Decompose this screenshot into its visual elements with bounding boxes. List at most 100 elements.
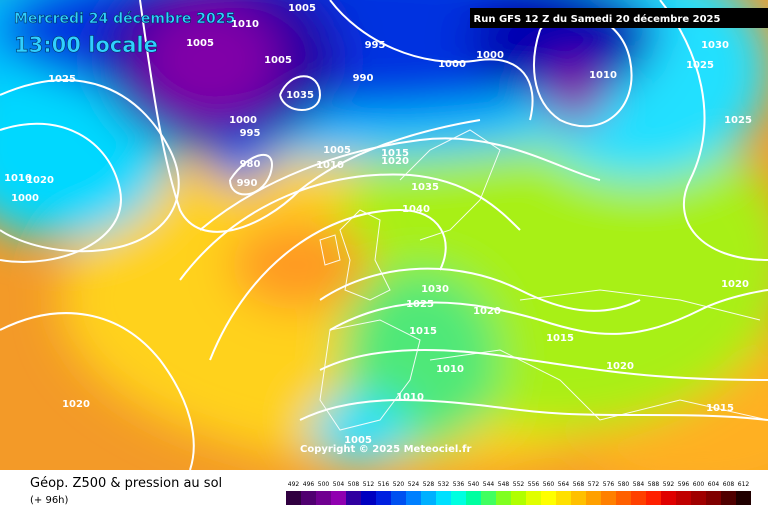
legend-swatch — [661, 491, 676, 505]
legend-label: 608 — [723, 481, 735, 488]
legend-label: 572 — [588, 481, 600, 488]
legend-label: 492 — [288, 481, 300, 488]
isobar-label: 980 — [240, 159, 261, 170]
legend-label: 592 — [663, 481, 675, 488]
isobar-label: 1020 — [606, 361, 634, 372]
isobar-label: 1020 — [473, 306, 501, 317]
isobar-label: 1010 — [231, 19, 259, 30]
isobar-label: 1000 — [438, 59, 466, 70]
legend-label: 596 — [678, 481, 690, 488]
legend-label: 512 — [363, 481, 375, 488]
legend-label: 588 — [648, 481, 660, 488]
legend-swatch — [346, 491, 361, 505]
legend-label: 552 — [513, 481, 525, 488]
isobar-label: 1010 — [396, 392, 424, 403]
legend-label: 580 — [618, 481, 630, 488]
copyright: Copyright © 2025 Meteociel.fr — [300, 444, 471, 455]
legend-label: 540 — [468, 481, 480, 488]
isobar-label: 995 — [240, 128, 261, 139]
isobar-label: 1020 — [381, 156, 409, 167]
legend-swatch — [571, 491, 586, 505]
legend-label: 548 — [498, 481, 510, 488]
isobar-label: 1025 — [686, 60, 714, 71]
isobar-label: 1005 — [288, 3, 316, 14]
legend-label: 528 — [423, 481, 435, 488]
run-box — [470, 8, 768, 28]
isobar-label: 1005 — [344, 435, 372, 446]
legend-swatch — [376, 491, 391, 505]
isobar-label: 1015 — [706, 403, 734, 414]
isobar-label: 1005 — [323, 145, 351, 156]
isobar-label: 1005 — [186, 38, 214, 49]
isobar-label: 1020 — [721, 279, 749, 290]
legend-swatch — [631, 491, 646, 505]
legend-swatch — [466, 491, 481, 505]
isobar-label: 1010 — [436, 364, 464, 375]
legend-label: 504 — [333, 481, 345, 488]
legend-swatch — [541, 491, 556, 505]
legend-swatch — [406, 491, 421, 505]
isobar-label: 1035 — [286, 90, 314, 101]
legend-swatch — [331, 491, 346, 505]
isobar-label: 1040 — [402, 204, 430, 215]
legend-swatch — [721, 491, 736, 505]
isobar-label: 1025 — [406, 299, 434, 310]
legend-swatch — [601, 491, 616, 505]
legend-swatch — [496, 491, 511, 505]
legend-label: 576 — [603, 481, 615, 488]
legend-label: 500 — [318, 481, 330, 488]
isobar-label: 1010 — [316, 160, 344, 171]
legend-swatch — [676, 491, 691, 505]
legend-swatch — [391, 491, 406, 505]
legend-swatch — [526, 491, 541, 505]
legend-label: 564 — [558, 481, 570, 488]
legend-label: 536 — [453, 481, 465, 488]
legend-swatch — [361, 491, 376, 505]
legend-swatch — [481, 491, 496, 505]
legend-swatch — [556, 491, 571, 505]
footer-title: Géop. Z500 & pression au sol — [30, 476, 222, 491]
legend-swatch — [301, 491, 316, 505]
coastlines — [319, 129, 768, 431]
legend-swatch — [736, 491, 751, 505]
isobar-label: 1030 — [701, 40, 729, 51]
isobar-label: 995 — [365, 40, 386, 51]
time-label: 13:00 locale — [14, 33, 158, 57]
legend-swatch — [691, 491, 706, 505]
legend-swatch — [436, 491, 451, 505]
isobars — [0, 0, 768, 470]
legend-swatch — [421, 491, 436, 505]
legend-label: 600 — [693, 481, 705, 488]
isobar-label: 1005 — [264, 55, 292, 66]
legend-label: 544 — [483, 481, 495, 488]
date-label: Mercredi 24 décembre 2025 — [14, 11, 235, 27]
isobar-label: 1010 — [589, 70, 617, 81]
legend-label: 556 — [528, 481, 540, 488]
legend-label: 496 — [303, 481, 315, 488]
legend-swatch — [646, 491, 661, 505]
legend-swatch — [706, 491, 721, 505]
isobar-label: 1020 — [62, 399, 90, 410]
isobar-label: 1010 — [4, 173, 32, 184]
legend-swatch — [511, 491, 526, 505]
legend-swatch — [586, 491, 601, 505]
isobar-label: 1025 — [724, 115, 752, 126]
legend-swatch — [616, 491, 631, 505]
legend-label: 520 — [393, 481, 405, 488]
isobar-label: 1000 — [476, 50, 504, 61]
isobar-label: 1020 — [26, 175, 54, 186]
footer-lead: (+ 96h) — [30, 495, 69, 506]
legend-label: 560 — [543, 481, 555, 488]
run-label: Run GFS 12 Z du Samedi 20 décembre 2025 — [474, 13, 721, 25]
legend-label: 532 — [438, 481, 450, 488]
isobar-label: 1030 — [421, 284, 449, 295]
isobar-label: 1015 — [381, 148, 409, 159]
field — [0, 0, 768, 470]
legend-swatch — [451, 491, 466, 505]
legend-label: 568 — [573, 481, 585, 488]
isobar-label: 990 — [237, 178, 258, 189]
isobar-label: 990 — [353, 73, 374, 84]
legend-label: 604 — [708, 481, 720, 488]
